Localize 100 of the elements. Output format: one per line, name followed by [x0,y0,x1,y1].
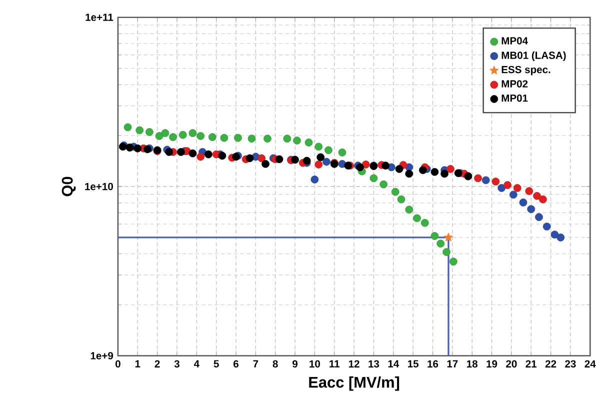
point [533,192,541,200]
y-tick-label: 1e+10 [85,182,113,190]
x-tick-label: 0 [115,360,120,368]
x-tick-label: 4 [194,360,200,368]
point [262,160,270,168]
point [535,212,543,221]
point [482,176,490,184]
point [492,177,500,186]
x-tick-label: 11 [330,360,340,368]
point [322,158,330,166]
point [264,134,272,142]
point [538,195,547,204]
point [134,144,142,152]
point [362,160,370,168]
x-tick-label: 19 [486,360,498,368]
point [391,188,400,196]
y-axis-title: Q0 [62,176,76,196]
point [550,230,559,238]
x-tick-label: 9 [292,360,298,368]
point [509,190,518,198]
x-tick-label: 17 [447,360,458,368]
point [196,132,205,140]
point [176,148,185,156]
point [188,128,197,137]
x-tick-label: 2 [154,360,160,368]
point [310,175,319,184]
point [474,174,482,182]
point [405,170,414,178]
point [291,156,299,164]
point [442,248,450,256]
point [556,233,565,242]
x-tick-label: 20 [506,360,517,368]
x-tick-label: 23 [565,360,576,368]
point [444,232,454,242]
x-tick-label: 13 [368,360,380,368]
x-tick-label: 16 [428,360,438,368]
point [124,123,132,131]
point [161,128,170,137]
x-tick-label: 24 [584,360,596,368]
point [316,153,325,161]
point [234,134,242,142]
point [527,205,536,213]
point [248,134,256,142]
x-tick-label: 5 [214,360,219,368]
point [146,128,154,136]
point [246,154,254,162]
point [304,138,313,146]
point [405,206,414,214]
point [382,161,390,170]
x-tick-label: 7 [253,360,258,368]
legend-label: MP01 [502,94,528,102]
x-tick-label: 22 [545,360,556,368]
point [380,180,388,188]
point [314,142,323,150]
point [430,168,439,176]
point [519,198,528,206]
x-tick-label: 18 [467,360,478,368]
point [395,164,404,173]
x-tick-label: 6 [234,360,238,368]
point [430,232,439,240]
x-tick-label: 12 [348,360,360,368]
x-tick-label: 10 [310,360,320,368]
point [542,222,551,230]
legend-label: ESS spec. [502,66,550,76]
y-tick-label: 1e+11 [86,14,114,21]
point [525,186,534,195]
point [314,160,323,168]
point [188,149,197,158]
point [397,195,406,204]
point [420,218,429,227]
point [136,126,144,134]
point [165,148,174,156]
x-tick-label: 8 [272,360,278,368]
point [440,170,448,178]
point [413,214,421,222]
y-tick-label: 1e+9 [90,352,114,360]
point [302,156,311,164]
point [275,155,284,163]
point [204,150,212,158]
legend-label: MB01 (LASA) [502,51,566,61]
point [169,132,177,141]
x-tick-label: 3 [174,360,180,368]
x-tick-label: 14 [388,360,400,368]
point [338,148,346,156]
legend-label: MP04 [502,36,528,44]
point [155,132,164,140]
point [504,180,512,189]
point [220,134,228,142]
x-tick-label: 15 [408,360,418,368]
point [283,134,292,142]
legend-label: MP02 [502,80,528,88]
point [418,166,427,174]
point [513,184,522,192]
point [293,136,301,144]
x-tick-label: 21 [526,360,537,368]
x-tick-label: 1 [135,360,140,368]
point [208,132,216,141]
point [258,154,266,162]
point [370,174,378,182]
point [196,152,205,160]
